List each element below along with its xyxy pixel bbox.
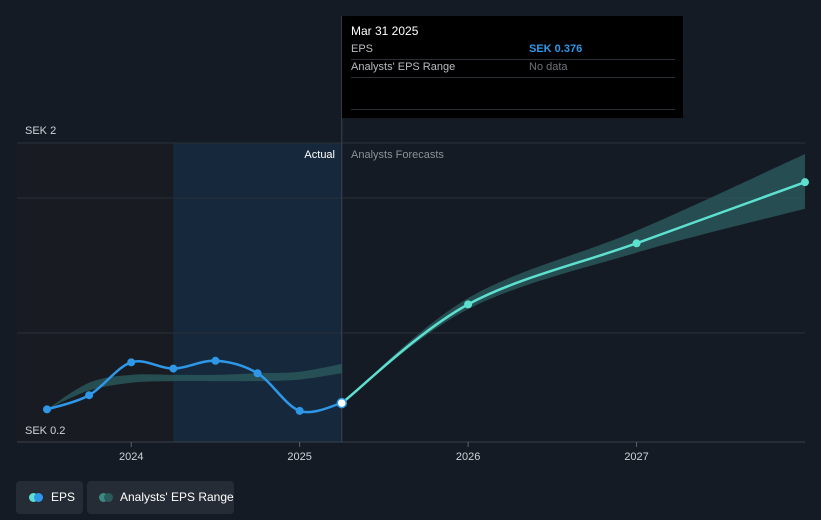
actual-label: Actual [304,149,335,161]
tooltip-range-row: Analysts' EPS Range No data [351,59,675,78]
y-tick-label-bottom: SEK 0.2 [25,425,65,437]
range-legend-dot-icon-2 [104,493,113,502]
legend-range[interactable]: Analysts' EPS Range [87,481,234,514]
eps-point[interactable] [336,397,348,409]
x-tick-label: 2024 [119,451,143,463]
x-tick-label: 2027 [624,451,648,463]
forecast-point[interactable] [801,178,809,187]
forecast-line [341,180,806,405]
tooltip-eps-row: EPS SEK 0.376 [351,41,675,60]
x-tick-label: 2025 [287,451,311,463]
legend-eps[interactable]: EPS [16,481,83,514]
tooltip: Mar 31 2025 EPS SEK 0.376 Analysts' EPS … [342,16,683,118]
forecast-eps-range-band [341,153,805,404]
eps-point[interactable] [211,356,220,365]
y-tick-label-top: SEK 2 [25,125,56,137]
past-eps-range-band [47,363,342,410]
legend-eps-label: EPS [51,490,76,504]
past-shade [17,143,174,442]
eps-legend-dot-icon [29,493,38,502]
forecast-point[interactable] [632,239,641,248]
tooltip-date: Mar 31 2025 [351,24,419,38]
eps-point[interactable] [253,369,262,378]
eps-point[interactable] [43,405,51,414]
forecast-point[interactable] [464,300,473,309]
actual-region [173,143,342,442]
eps-legend-dot-icon-2 [34,493,43,502]
forecast-section-label: Analysts Forecasts [351,149,444,161]
tooltip-eps-value: SEK 0.376 [529,43,583,55]
range-legend-dot-icon [99,493,108,502]
tooltip-range-value: No data [529,61,568,73]
legend-range-label: Analysts' EPS Range [120,490,234,504]
tooltip-divider [351,91,675,110]
x-axis: 2024 2025 2026 2027 [119,442,649,463]
x-tick-label: 2026 [456,451,480,463]
grid-lines [17,142,805,443]
tooltip-eps-label: EPS [351,43,374,55]
tooltip-range-label: Analysts' EPS Range [351,61,456,73]
eps-point[interactable] [127,358,136,367]
eps-point[interactable] [295,406,304,415]
eps-point[interactable] [85,391,94,400]
eps-point[interactable] [169,364,178,373]
